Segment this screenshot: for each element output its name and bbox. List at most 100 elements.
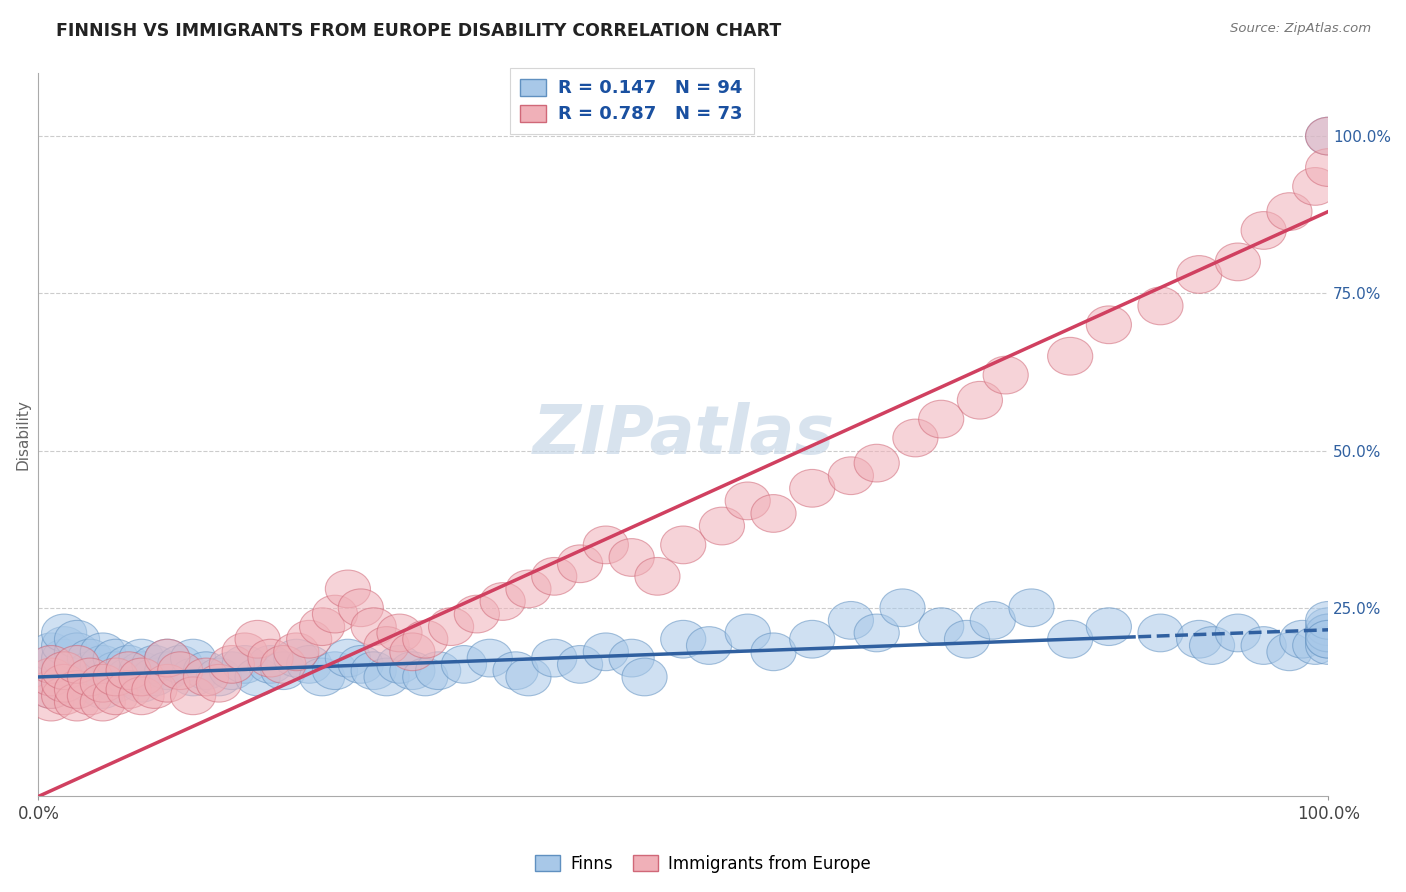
Ellipse shape bbox=[1306, 117, 1351, 155]
Ellipse shape bbox=[93, 640, 138, 677]
Ellipse shape bbox=[67, 652, 112, 690]
Ellipse shape bbox=[325, 640, 370, 677]
Ellipse shape bbox=[583, 633, 628, 671]
Ellipse shape bbox=[377, 646, 422, 683]
Ellipse shape bbox=[1215, 614, 1260, 652]
Ellipse shape bbox=[1306, 601, 1351, 640]
Ellipse shape bbox=[67, 658, 112, 696]
Ellipse shape bbox=[352, 652, 396, 690]
Ellipse shape bbox=[105, 658, 152, 696]
Ellipse shape bbox=[454, 595, 499, 633]
Ellipse shape bbox=[235, 658, 280, 696]
Ellipse shape bbox=[725, 614, 770, 652]
Ellipse shape bbox=[494, 652, 538, 690]
Ellipse shape bbox=[441, 646, 486, 683]
Ellipse shape bbox=[262, 646, 307, 683]
Ellipse shape bbox=[80, 633, 125, 671]
Ellipse shape bbox=[287, 620, 332, 658]
Ellipse shape bbox=[274, 633, 319, 671]
Ellipse shape bbox=[145, 652, 190, 690]
Ellipse shape bbox=[377, 614, 422, 652]
Ellipse shape bbox=[42, 627, 87, 665]
Ellipse shape bbox=[1279, 620, 1324, 658]
Ellipse shape bbox=[55, 620, 100, 658]
Ellipse shape bbox=[1292, 627, 1339, 665]
Ellipse shape bbox=[1047, 337, 1092, 376]
Ellipse shape bbox=[661, 620, 706, 658]
Ellipse shape bbox=[222, 646, 267, 683]
Ellipse shape bbox=[1087, 607, 1132, 646]
Ellipse shape bbox=[28, 683, 73, 721]
Y-axis label: Disability: Disability bbox=[15, 400, 30, 470]
Ellipse shape bbox=[636, 558, 681, 595]
Ellipse shape bbox=[170, 677, 215, 714]
Ellipse shape bbox=[247, 640, 292, 677]
Ellipse shape bbox=[339, 646, 384, 683]
Legend: R = 0.147   N = 94, R = 0.787   N = 73: R = 0.147 N = 94, R = 0.787 N = 73 bbox=[509, 68, 754, 135]
Ellipse shape bbox=[429, 607, 474, 646]
Ellipse shape bbox=[751, 494, 796, 533]
Ellipse shape bbox=[183, 652, 229, 690]
Ellipse shape bbox=[531, 558, 576, 595]
Ellipse shape bbox=[80, 665, 125, 702]
Ellipse shape bbox=[853, 614, 900, 652]
Ellipse shape bbox=[42, 652, 87, 690]
Ellipse shape bbox=[197, 658, 242, 696]
Ellipse shape bbox=[42, 614, 87, 652]
Ellipse shape bbox=[957, 382, 1002, 419]
Ellipse shape bbox=[274, 640, 319, 677]
Ellipse shape bbox=[506, 658, 551, 696]
Ellipse shape bbox=[105, 671, 152, 708]
Ellipse shape bbox=[80, 658, 125, 696]
Ellipse shape bbox=[686, 627, 731, 665]
Ellipse shape bbox=[170, 640, 215, 677]
Text: Source: ZipAtlas.com: Source: ZipAtlas.com bbox=[1230, 22, 1371, 36]
Ellipse shape bbox=[132, 671, 177, 708]
Ellipse shape bbox=[325, 570, 370, 607]
Ellipse shape bbox=[42, 665, 87, 702]
Ellipse shape bbox=[209, 652, 254, 690]
Ellipse shape bbox=[983, 356, 1028, 394]
Ellipse shape bbox=[1306, 620, 1351, 658]
Legend: Finns, Immigrants from Europe: Finns, Immigrants from Europe bbox=[529, 848, 877, 880]
Ellipse shape bbox=[1177, 620, 1222, 658]
Ellipse shape bbox=[67, 677, 112, 714]
Ellipse shape bbox=[105, 652, 152, 690]
Ellipse shape bbox=[120, 665, 165, 702]
Ellipse shape bbox=[93, 652, 138, 690]
Ellipse shape bbox=[828, 601, 873, 640]
Ellipse shape bbox=[55, 633, 100, 671]
Ellipse shape bbox=[312, 652, 357, 690]
Ellipse shape bbox=[132, 658, 177, 696]
Ellipse shape bbox=[157, 646, 202, 683]
Ellipse shape bbox=[1010, 589, 1054, 627]
Ellipse shape bbox=[970, 601, 1015, 640]
Ellipse shape bbox=[1306, 117, 1351, 155]
Ellipse shape bbox=[621, 658, 666, 696]
Ellipse shape bbox=[197, 665, 242, 702]
Ellipse shape bbox=[853, 444, 900, 482]
Ellipse shape bbox=[120, 640, 165, 677]
Ellipse shape bbox=[55, 658, 100, 696]
Ellipse shape bbox=[790, 620, 835, 658]
Ellipse shape bbox=[55, 683, 100, 721]
Ellipse shape bbox=[120, 652, 165, 690]
Ellipse shape bbox=[661, 526, 706, 564]
Ellipse shape bbox=[28, 646, 73, 683]
Ellipse shape bbox=[352, 607, 396, 646]
Ellipse shape bbox=[235, 620, 280, 658]
Ellipse shape bbox=[1177, 256, 1222, 293]
Ellipse shape bbox=[1306, 614, 1351, 652]
Ellipse shape bbox=[1047, 620, 1092, 658]
Ellipse shape bbox=[389, 652, 434, 690]
Ellipse shape bbox=[55, 646, 100, 683]
Ellipse shape bbox=[67, 665, 112, 702]
Ellipse shape bbox=[531, 640, 576, 677]
Ellipse shape bbox=[80, 683, 125, 721]
Ellipse shape bbox=[725, 482, 770, 520]
Ellipse shape bbox=[28, 633, 73, 671]
Ellipse shape bbox=[918, 607, 963, 646]
Ellipse shape bbox=[42, 677, 87, 714]
Ellipse shape bbox=[1189, 627, 1234, 665]
Ellipse shape bbox=[1137, 287, 1182, 325]
